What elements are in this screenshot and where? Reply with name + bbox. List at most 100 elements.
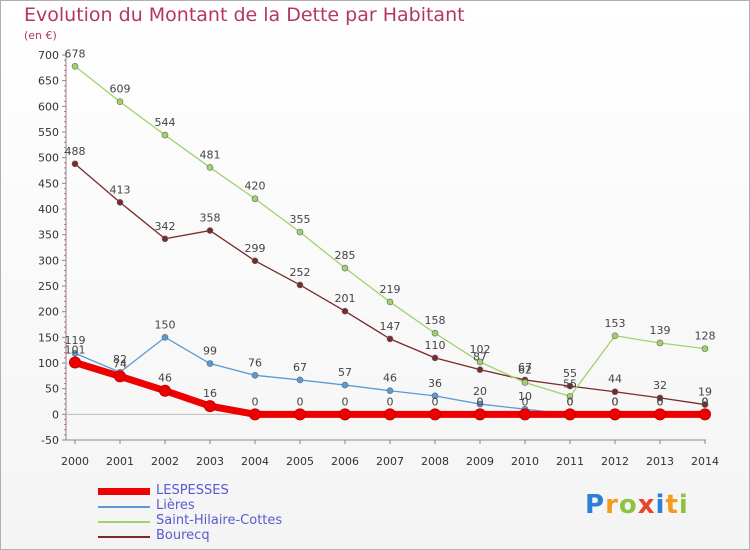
data-label: 46 xyxy=(383,372,397,385)
x-tick-label: 2011 xyxy=(556,455,584,468)
data-label: 0 xyxy=(477,395,484,408)
data-label: 420 xyxy=(245,180,266,193)
logo-letter: i xyxy=(655,490,666,520)
data-label: 355 xyxy=(290,213,311,226)
data-label: 0 xyxy=(657,395,664,408)
data-point xyxy=(566,382,574,390)
data-point xyxy=(566,393,574,400)
data-point xyxy=(71,62,79,70)
y-tick-label: 550 xyxy=(38,126,59,139)
x-tick-label: 2002 xyxy=(151,455,179,468)
data-label: 44 xyxy=(608,373,622,386)
data-point xyxy=(161,131,169,139)
data-point xyxy=(386,335,394,343)
logo-letter: x xyxy=(637,490,656,520)
data-label: 252 xyxy=(290,266,311,279)
axes: -500501001502002503003504004505005506006… xyxy=(38,49,719,468)
data-point xyxy=(519,408,531,421)
x-tick-label: 2010 xyxy=(511,455,539,468)
data-point xyxy=(521,379,529,386)
data-label: 0 xyxy=(387,395,394,408)
legend-swatch xyxy=(98,506,150,508)
data-label: 342 xyxy=(155,220,176,233)
data-point xyxy=(656,339,664,347)
y-tick-label: 450 xyxy=(38,177,59,190)
data-point xyxy=(476,358,484,366)
data-point xyxy=(116,199,124,206)
data-label: 119 xyxy=(65,334,86,347)
y-tick-label: 100 xyxy=(38,357,59,370)
data-point xyxy=(339,408,351,421)
x-tick-label: 2006 xyxy=(331,455,359,468)
y-tick-label: 200 xyxy=(38,306,59,319)
y-tick-label: 600 xyxy=(38,100,59,113)
data-label: 74 xyxy=(113,357,127,370)
y-tick-label: 700 xyxy=(38,49,59,62)
x-tick-label: 2005 xyxy=(286,455,314,468)
data-point xyxy=(609,408,621,421)
data-point xyxy=(69,356,81,369)
x-tick-label: 2013 xyxy=(646,455,674,468)
data-label: 82 xyxy=(113,353,127,366)
data-label: 139 xyxy=(650,324,671,337)
data-label: 299 xyxy=(245,242,266,255)
data-label: 0 xyxy=(252,395,259,408)
data-label: 0 xyxy=(702,395,709,408)
data-label: 219 xyxy=(380,283,401,296)
x-tick-label: 2014 xyxy=(691,455,719,468)
x-tick-label: 2003 xyxy=(196,455,224,468)
data-label: 358 xyxy=(200,212,221,225)
data-label: 32 xyxy=(653,379,667,392)
data-label: 678 xyxy=(65,47,86,60)
y-tick-label: 50 xyxy=(45,383,59,396)
data-point xyxy=(161,334,169,341)
legend-swatch xyxy=(98,521,150,523)
data-point xyxy=(251,257,259,265)
data-point xyxy=(296,281,304,289)
data-label: 0 xyxy=(342,395,349,408)
data-label: 57 xyxy=(338,366,352,379)
y-tick-label: 300 xyxy=(38,254,59,267)
logo-letter: r xyxy=(605,490,619,520)
data-point xyxy=(294,408,306,421)
data-point xyxy=(249,408,261,421)
data-label: 147 xyxy=(380,320,401,333)
data-label: 413 xyxy=(110,183,131,196)
data-point xyxy=(701,345,709,352)
data-label: 150 xyxy=(155,318,176,331)
data-point xyxy=(296,228,304,236)
data-point xyxy=(474,408,486,421)
data-point xyxy=(386,387,394,395)
data-point xyxy=(114,370,126,383)
data-point xyxy=(384,408,396,421)
y-tick-label: 350 xyxy=(38,229,59,242)
chart-title: Evolution du Montant de la Dette par Hab… xyxy=(24,4,465,26)
data-label: 609 xyxy=(110,83,131,96)
data-point xyxy=(251,372,259,379)
data-label: 0 xyxy=(612,395,619,408)
y-tick-label: 400 xyxy=(38,203,59,216)
data-point xyxy=(699,408,711,421)
data-point xyxy=(431,392,439,400)
data-label: 488 xyxy=(65,145,86,158)
y-tick-label: 500 xyxy=(38,152,59,165)
proxiti-logo: Proxiti xyxy=(585,490,689,520)
data-label: 0 xyxy=(612,395,619,408)
data-label: 62 xyxy=(518,364,532,377)
data-label: 0 xyxy=(567,395,574,408)
data-label: 285 xyxy=(335,249,356,262)
x-tick-label: 2009 xyxy=(466,455,494,468)
legend-label: LESPESSES xyxy=(156,483,229,498)
x-tick-label: 2000 xyxy=(61,455,89,468)
data-point xyxy=(251,195,259,203)
data-label: 99 xyxy=(203,345,217,358)
data-point xyxy=(476,400,484,408)
data-point xyxy=(341,264,349,272)
logo-letter: o xyxy=(618,490,638,520)
logo-letter: i xyxy=(678,490,689,520)
data-point xyxy=(701,401,709,408)
x-tick-label: 2007 xyxy=(376,455,404,468)
data-label: 110 xyxy=(425,339,446,352)
